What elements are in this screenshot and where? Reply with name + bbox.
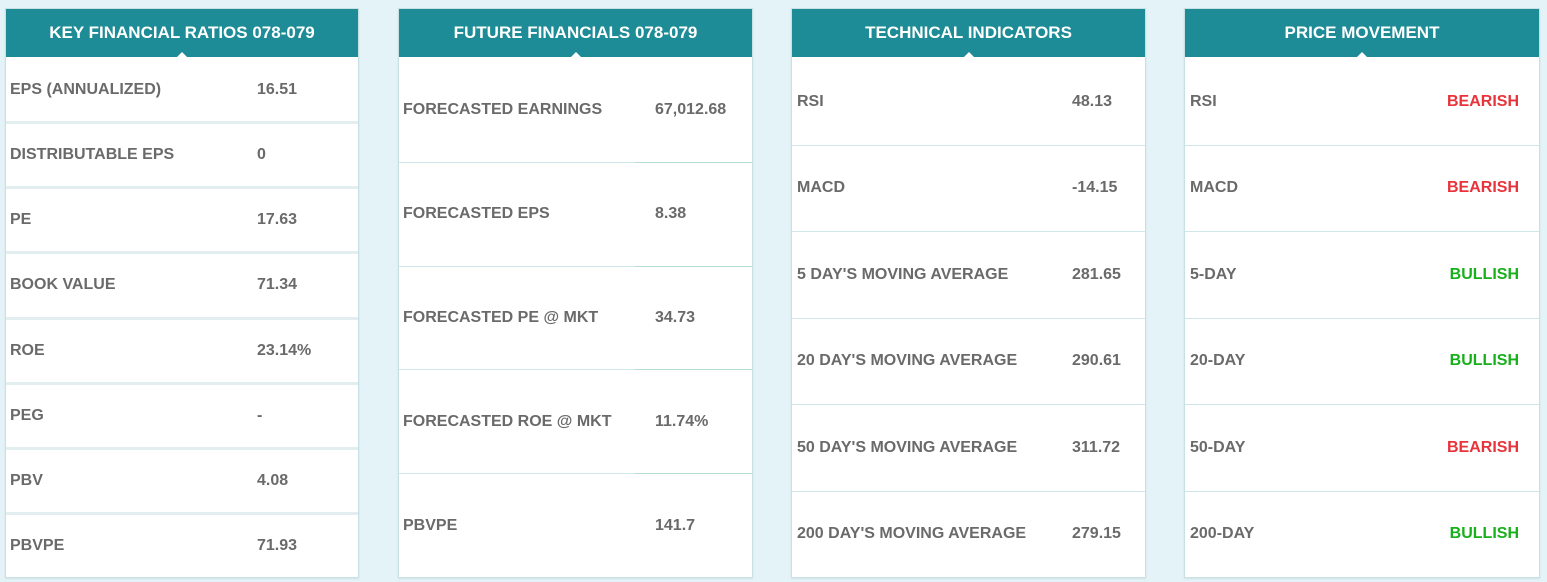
signal-badge: BULLISH <box>1449 265 1519 283</box>
ratio-value: 23.14% <box>257 341 312 359</box>
signal-badge: BEARISH <box>1446 438 1519 456</box>
indicator-value: 311.72 <box>1072 438 1121 456</box>
indicator-row-macd: MACD -14.15 <box>792 144 1145 232</box>
indicator-label: 200 DAY'S MOVING AVERAGE <box>797 525 1027 543</box>
signal-badge: BEARISH <box>1446 92 1519 110</box>
indicator-label: MACD <box>797 179 845 197</box>
ratio-label: PE <box>10 211 32 229</box>
price-movement-title: PRICE MOVEMENT <box>1185 9 1539 59</box>
indicator-value: 281.65 <box>1072 265 1121 283</box>
ratio-label: EPS (ANNUALIZED) <box>10 81 162 99</box>
future-label: PBVPE <box>403 516 458 534</box>
ratio-value: 4.08 <box>257 471 289 489</box>
indicator-label: 5 DAY'S MOVING AVERAGE <box>797 265 1009 283</box>
future-label: FORECASTED EARNINGS <box>403 101 603 119</box>
technical-indicators-card: TECHNICAL INDICATORS RSI 48.13 MACD -14.15… <box>791 8 1146 578</box>
ratio-label: DISTRIBUTABLE EPS <box>10 146 175 164</box>
indicator-row-ma50: 50 DAY'S MOVING AVERAGE 311.72 <box>792 404 1145 491</box>
movement-label: 200-DAY <box>1190 525 1255 543</box>
ratio-value: 17.63 <box>257 211 298 229</box>
ratio-value: 71.93 <box>257 536 298 554</box>
movement-row-50day: 50-DAY BEARISH <box>1185 404 1539 491</box>
indicator-label: 20 DAY'S MOVING AVERAGE <box>797 352 1018 370</box>
indicator-value: -14.15 <box>1072 179 1118 197</box>
future-row-pbvpe: PBVPE 141.7 <box>399 473 752 577</box>
future-value: 11.74% <box>655 412 709 430</box>
key-financial-ratios-card: KEY FINANCIAL RATIOS 078-079 EPS (ANNUAL… <box>5 8 359 578</box>
ratio-label: PBVPE <box>10 536 65 554</box>
ratio-row-peg: PEG - <box>6 381 358 447</box>
movement-label: MACD <box>1190 179 1238 197</box>
movement-label: RSI <box>1190 92 1217 110</box>
indicator-row-ma200: 200 DAY'S MOVING AVERAGE 279.15 <box>792 490 1145 578</box>
indicator-row-ma20: 20 DAY'S MOVING AVERAGE 290.61 <box>792 317 1145 405</box>
future-financials-title: FUTURE FINANCIALS 078-079 <box>399 9 752 59</box>
movement-row-5day: 5-DAY BULLISH <box>1185 231 1539 318</box>
price-movement-card: PRICE MOVEMENT RSI BEARISH MACD BEARISH 5-… <box>1184 8 1540 578</box>
ratio-row-pbvpe: PBVPE 71.93 <box>6 511 358 577</box>
key-financial-ratios-title: KEY FINANCIAL RATIOS 078-079 <box>6 9 358 59</box>
ratio-label: ROE <box>10 341 45 359</box>
indicator-row-rsi: RSI 48.13 <box>792 59 1145 145</box>
movement-row-rsi: RSI BEARISH <box>1185 59 1539 145</box>
ratio-row-eps: EPS (ANNUALIZED) 16.51 <box>6 59 358 121</box>
future-label: FORECASTED ROE @ MKT <box>403 412 612 430</box>
ratio-value: 0 <box>257 146 266 164</box>
ratio-value: 16.51 <box>257 81 298 99</box>
signal-badge: BEARISH <box>1446 179 1519 197</box>
ratio-row-pe: PE 17.63 <box>6 186 358 251</box>
indicator-value: 48.13 <box>1072 92 1113 110</box>
movement-label: 5-DAY <box>1190 265 1237 283</box>
movement-row-200day: 200-DAY BULLISH <box>1185 490 1539 578</box>
future-label: FORECASTED EPS <box>403 205 550 223</box>
indicator-label: RSI <box>797 92 824 110</box>
movement-row-20day: 20-DAY BULLISH <box>1185 317 1539 405</box>
ratio-label: PEG <box>10 406 44 424</box>
ratio-row-book-value: BOOK VALUE 71.34 <box>6 251 358 316</box>
ratio-value: 71.34 <box>257 276 298 294</box>
signal-badge: BULLISH <box>1449 352 1519 370</box>
technical-indicators-title: TECHNICAL INDICATORS <box>792 9 1145 59</box>
future-row-eps: FORECASTED EPS 8.38 <box>399 161 752 266</box>
future-financials-card: FUTURE FINANCIALS 078-079 FORECASTED EAR… <box>398 8 753 578</box>
future-value: 34.73 <box>655 308 696 326</box>
future-value: 67,012.68 <box>655 101 727 119</box>
ratio-row-distributable-eps: DISTRIBUTABLE EPS 0 <box>6 121 358 186</box>
future-value: 141.7 <box>655 516 696 534</box>
movement-label: 20-DAY <box>1190 352 1246 370</box>
ratio-label: PBV <box>10 471 43 489</box>
indicator-value: 290.61 <box>1072 352 1121 370</box>
movement-label: 50-DAY <box>1190 438 1246 456</box>
future-row-roe: FORECASTED ROE @ MKT 11.74% <box>399 369 752 473</box>
ratio-value: - <box>257 406 263 424</box>
future-label: FORECASTED PE @ MKT <box>403 308 599 326</box>
ratio-row-roe: ROE 23.14% <box>6 316 358 382</box>
future-value: 8.38 <box>655 205 687 223</box>
indicator-value: 279.15 <box>1072 525 1121 543</box>
future-row-pe: FORECASTED PE @ MKT 34.73 <box>399 265 752 370</box>
ratio-label: BOOK VALUE <box>10 276 116 294</box>
indicator-label: 50 DAY'S MOVING AVERAGE <box>797 438 1018 456</box>
signal-badge: BULLISH <box>1449 525 1519 543</box>
future-row-earnings: FORECASTED EARNINGS 67,012.68 <box>399 59 752 162</box>
ratio-row-pbv: PBV 4.08 <box>6 446 358 512</box>
movement-row-macd: MACD BEARISH <box>1185 144 1539 232</box>
indicator-row-ma5: 5 DAY'S MOVING AVERAGE 281.65 <box>792 231 1145 318</box>
